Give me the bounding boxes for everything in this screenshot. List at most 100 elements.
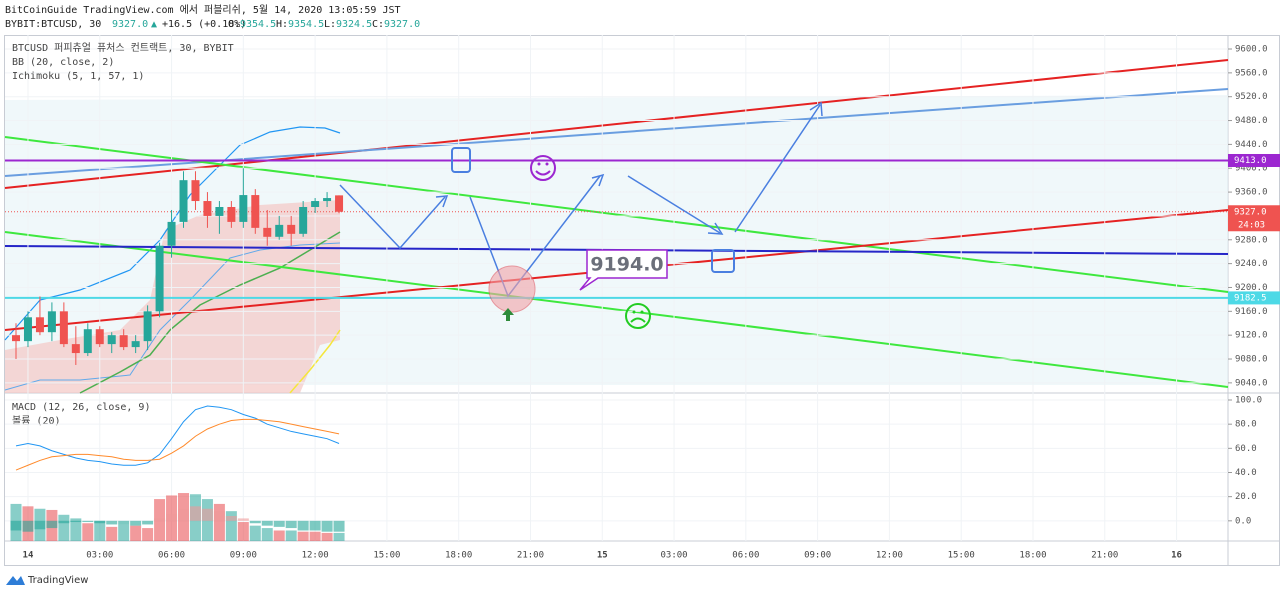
candle-body bbox=[287, 224, 296, 234]
candle-body bbox=[203, 201, 212, 216]
histogram-bar bbox=[261, 520, 273, 526]
histogram-bar bbox=[130, 520, 142, 526]
projection-arrow bbox=[339, 184, 446, 250]
x-tick-label: 18:00 bbox=[1019, 551, 1046, 561]
candle-body bbox=[155, 245, 164, 312]
candle-body bbox=[311, 201, 320, 207]
highlight-circle bbox=[488, 265, 536, 313]
volume-bar bbox=[333, 532, 345, 541]
price: 9327.0 bbox=[112, 19, 148, 30]
histogram-bar bbox=[321, 520, 333, 532]
volume-bar bbox=[261, 528, 273, 541]
hand-icon bbox=[711, 249, 735, 273]
histogram-bar bbox=[285, 520, 297, 529]
h-label: H: bbox=[276, 19, 288, 30]
volume-bar bbox=[321, 532, 333, 541]
macd-line bbox=[15, 405, 340, 466]
candle-body bbox=[263, 227, 272, 237]
candle-body bbox=[179, 180, 188, 222]
histogram-bar bbox=[58, 520, 70, 524]
symbol: BYBIT:BTCUSD, 30 bbox=[5, 19, 101, 30]
price-tag-label: 9182.5 bbox=[1234, 293, 1267, 303]
histogram-bar bbox=[225, 515, 237, 521]
candle-body bbox=[119, 335, 128, 348]
x-tick-label: 03:00 bbox=[661, 551, 688, 561]
moving-average bbox=[79, 231, 341, 394]
frown-mouth bbox=[630, 317, 646, 323]
trend-line bbox=[4, 59, 1229, 189]
trend-line bbox=[4, 231, 1229, 388]
volume-bar bbox=[106, 526, 118, 541]
frown-face bbox=[625, 303, 651, 329]
close: 9327.0 bbox=[384, 19, 420, 30]
y-tick-label: 9040.0 bbox=[1235, 378, 1268, 388]
y-tick-label: 9080.0 bbox=[1235, 355, 1268, 365]
y-tick-label: 9200.0 bbox=[1235, 283, 1268, 293]
volume-bar bbox=[285, 530, 297, 541]
c-label: C: bbox=[372, 19, 384, 30]
ichimoku-span bbox=[289, 329, 341, 394]
x-tick-label: 16 bbox=[1171, 551, 1182, 561]
x-tick-label: 14 bbox=[23, 551, 34, 561]
candle-body bbox=[275, 224, 284, 237]
arrow: ▲ bbox=[151, 19, 157, 30]
price-tag-label: 9413.0 bbox=[1234, 156, 1267, 166]
y-tick-label: 9280.0 bbox=[1235, 235, 1268, 245]
candle-body bbox=[95, 329, 104, 345]
o-label: O: bbox=[228, 19, 240, 30]
trend-line bbox=[4, 88, 1229, 177]
change: +16.5 (+0.18%) bbox=[162, 19, 246, 30]
y-tick-label: 9560.0 bbox=[1235, 68, 1268, 78]
projection-arrow bbox=[627, 175, 721, 234]
histogram-bar bbox=[106, 520, 118, 525]
arrow-head bbox=[435, 195, 449, 208]
smiley-eye bbox=[537, 162, 541, 166]
frown-eye bbox=[640, 310, 644, 314]
histogram-bar bbox=[118, 520, 130, 525]
volume-bar bbox=[94, 520, 106, 541]
y-tick-label: 60.0 bbox=[1235, 444, 1257, 454]
volume-bar bbox=[70, 518, 82, 541]
volume-bar bbox=[309, 531, 321, 541]
x-tick-label: 15:00 bbox=[948, 551, 975, 561]
y-tick-label: 40.0 bbox=[1235, 468, 1257, 478]
candle-body bbox=[47, 311, 56, 333]
x-tick-label: 12:00 bbox=[876, 551, 903, 561]
y-tick-label: 0.0 bbox=[1235, 516, 1251, 526]
y-tick-label: 9400.0 bbox=[1235, 164, 1268, 174]
x-tick-label: 12:00 bbox=[302, 551, 329, 561]
y-tick-label: 9120.0 bbox=[1235, 331, 1268, 341]
volume-bar bbox=[297, 531, 309, 541]
volume-bar bbox=[225, 511, 237, 541]
histogram-bar bbox=[70, 520, 82, 523]
volume-bar bbox=[213, 503, 225, 541]
x-tick-label: 15 bbox=[597, 551, 608, 561]
l-label: L: bbox=[324, 19, 336, 30]
volume-bar bbox=[142, 528, 154, 541]
smiley-mouth bbox=[535, 170, 551, 176]
y-tick-label: 20.0 bbox=[1235, 492, 1257, 502]
legend-item: BB (20, close, 2) bbox=[12, 57, 114, 68]
x-tick-label: 18:00 bbox=[445, 551, 472, 561]
price-tag bbox=[1228, 205, 1280, 232]
y-tick-label: 9600.0 bbox=[1235, 45, 1268, 55]
candle-body bbox=[59, 311, 68, 345]
histogram-bar bbox=[22, 520, 34, 532]
x-tick-label: 09:00 bbox=[230, 551, 257, 561]
volume-bar bbox=[58, 514, 70, 541]
price-tag bbox=[1228, 291, 1280, 305]
histogram-bar bbox=[82, 520, 94, 523]
candle-body bbox=[227, 206, 236, 222]
y-tick-label: 9160.0 bbox=[1235, 307, 1268, 317]
legend-item: MACD (12, 26, close, 9) bbox=[12, 402, 150, 413]
price-tag bbox=[1228, 153, 1280, 167]
candle-body bbox=[323, 198, 332, 202]
x-tick-label: 03:00 bbox=[86, 551, 113, 561]
histogram-bar bbox=[309, 520, 321, 531]
up-arrow-icon bbox=[502, 308, 514, 321]
candle-body bbox=[251, 195, 260, 228]
histogram-bar bbox=[213, 511, 225, 521]
x-tick-label: 21:00 bbox=[1091, 551, 1118, 561]
